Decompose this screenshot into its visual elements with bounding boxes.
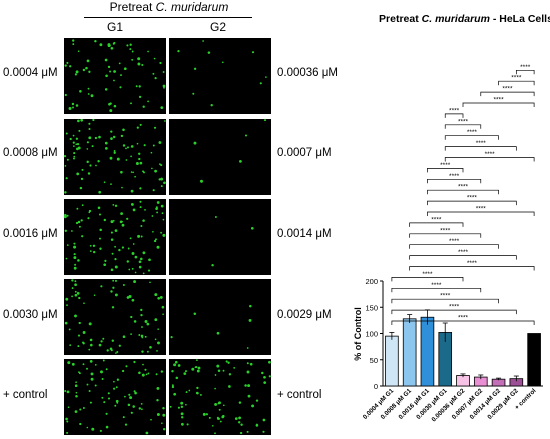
significance-bracket [409,233,482,238]
left-label-row4: 0.0030 μM [3,309,58,321]
significance-bracket [444,135,499,140]
significance-label: **** [422,271,433,278]
significance-bracket [427,200,517,206]
significance-label: **** [458,184,469,191]
significance-label: **** [458,249,469,256]
significance-label: **** [485,151,496,158]
significance-bracket [427,211,535,216]
significance-label: **** [440,162,451,169]
significance-bracket [391,287,482,293]
significance-bracket [444,124,482,129]
bar [402,318,417,387]
significance-bracket [409,244,499,249]
left-label-row3: 0.0016 μM [3,228,58,240]
significance-bracket [409,255,517,260]
significance-bracket [427,189,499,195]
significance-bracket [498,80,535,86]
significance-label: **** [458,315,469,322]
micrograph-g1-row2 [64,119,166,195]
significance-bracket [444,157,535,162]
significance-label: **** [511,75,522,82]
significance-label: **** [520,64,531,71]
right-label-row2: 0.0007 μM [277,147,332,159]
column-label-g1: G1 [106,20,123,34]
micrograph-group-title: Pretreat C. muridarum [109,0,229,14]
micrograph-g2-row1 [169,38,271,114]
y-tick-label: 150 [365,303,378,312]
significance-label: **** [449,173,460,180]
significance-label: **** [476,140,487,147]
right-label-row1: 0.00036 μM [277,67,338,79]
y-tick-label: 200 [365,277,378,286]
right-label-row5: + control [277,389,322,401]
significance-label: **** [431,282,442,289]
y-tick-label: 100 [365,330,378,339]
significance-bracket [409,222,464,227]
significance-label: **** [449,304,460,311]
bar [420,316,435,387]
significance-bracket [391,309,517,315]
bar [527,333,541,387]
significance-label: **** [449,107,460,114]
significance-bracket [480,91,535,97]
micrograph-g1-row4 [64,279,166,355]
significance-label: **** [440,227,451,234]
significance-label: **** [467,195,478,202]
left-label-row5: + control [3,389,48,401]
right-label-row3: 0.0014 μM [277,228,332,240]
micrograph-g2-row2 [169,119,271,195]
significance-bracket [427,178,482,184]
micrograph-g2-row5 [169,359,271,435]
micrograph-g2-row4 [169,279,271,355]
significance-bracket [391,320,535,325]
significance-bracket [462,102,535,107]
y-tick-label: 0 [374,382,378,391]
micrograph-g1-row3 [64,199,166,275]
significance-bracket [515,69,535,75]
significance-label: **** [449,238,460,245]
significance-label: **** [502,86,513,93]
significance-label: **** [431,216,442,223]
y-axis-label: % of Control [353,307,363,361]
significance-label: **** [458,118,469,125]
micrograph-g1-row5 [64,359,166,435]
significance-bracket [409,266,535,271]
significance-bracket [444,146,517,151]
left-label-row1: 0.0004 μM [3,67,58,79]
column-label-g2: G2 [209,20,226,34]
significance-label: **** [467,260,478,267]
group-title-rule [84,17,252,18]
y-tick-label: 50 [370,356,378,365]
significance-bracket [391,277,464,282]
micrograph-g2-row3 [169,199,271,275]
significance-label: **** [467,129,478,136]
significance-label: **** [476,206,487,213]
significance-bracket [427,168,464,173]
significance-bracket [391,298,499,304]
left-label-row2: 0.0008 μM [3,147,58,159]
micrograph-g1-row1 [64,38,166,114]
bar [385,335,399,387]
significance-bracket [444,113,464,118]
chart-title: Pretreat C. muridarum - HeLa Cells [379,13,550,25]
significance-label: **** [440,293,451,300]
significance-label: **** [493,97,504,104]
right-label-row4: 0.0029 μM [277,309,332,321]
